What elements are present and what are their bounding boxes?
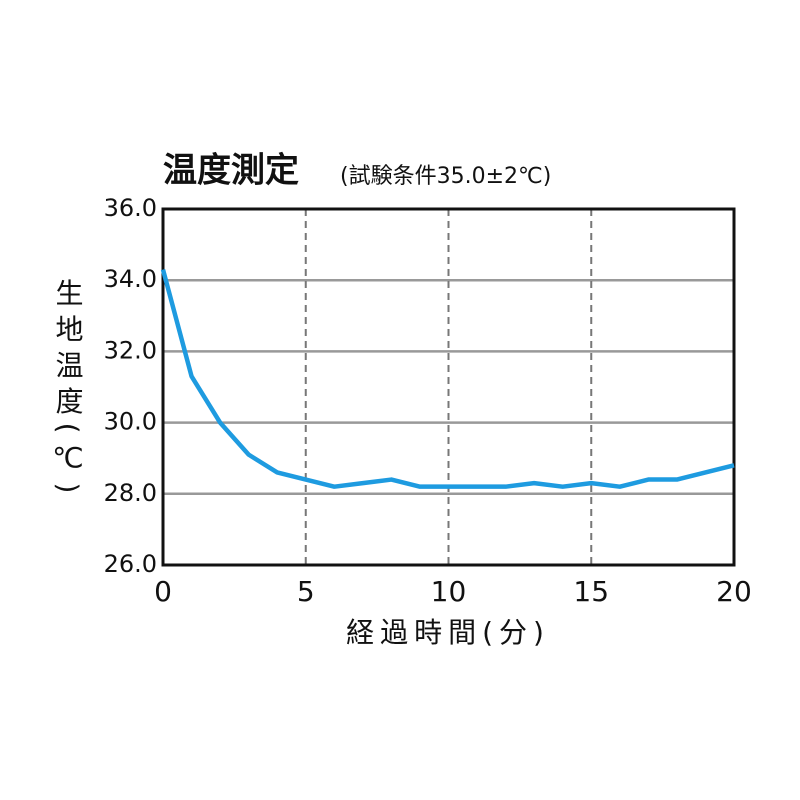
x-tick-label: 20 (716, 575, 752, 608)
y-tick-label: 30.0 (104, 408, 157, 436)
y-tick-label: 26.0 (104, 550, 157, 578)
x-tick-label: 0 (154, 575, 172, 608)
x-tick-label: 5 (297, 575, 315, 608)
y-tick-label: 28.0 (104, 479, 157, 507)
y-axis-label: 生地温度(℃) (52, 278, 85, 501)
plot-frame (161, 207, 736, 567)
chart-title: 温度測定 (163, 151, 299, 191)
x-axis-label: 経過時間(分) (346, 616, 550, 649)
y-tick-label: 36.0 (104, 194, 157, 222)
x-tick-label: 15 (573, 575, 609, 608)
chart-subtitle: (試験条件35.0±2℃) (340, 164, 551, 189)
x-tick-label: 10 (431, 575, 467, 608)
y-tick-label: 32.0 (104, 336, 157, 364)
y-tick-label: 34.0 (104, 265, 157, 293)
data-line (160, 268, 735, 489)
